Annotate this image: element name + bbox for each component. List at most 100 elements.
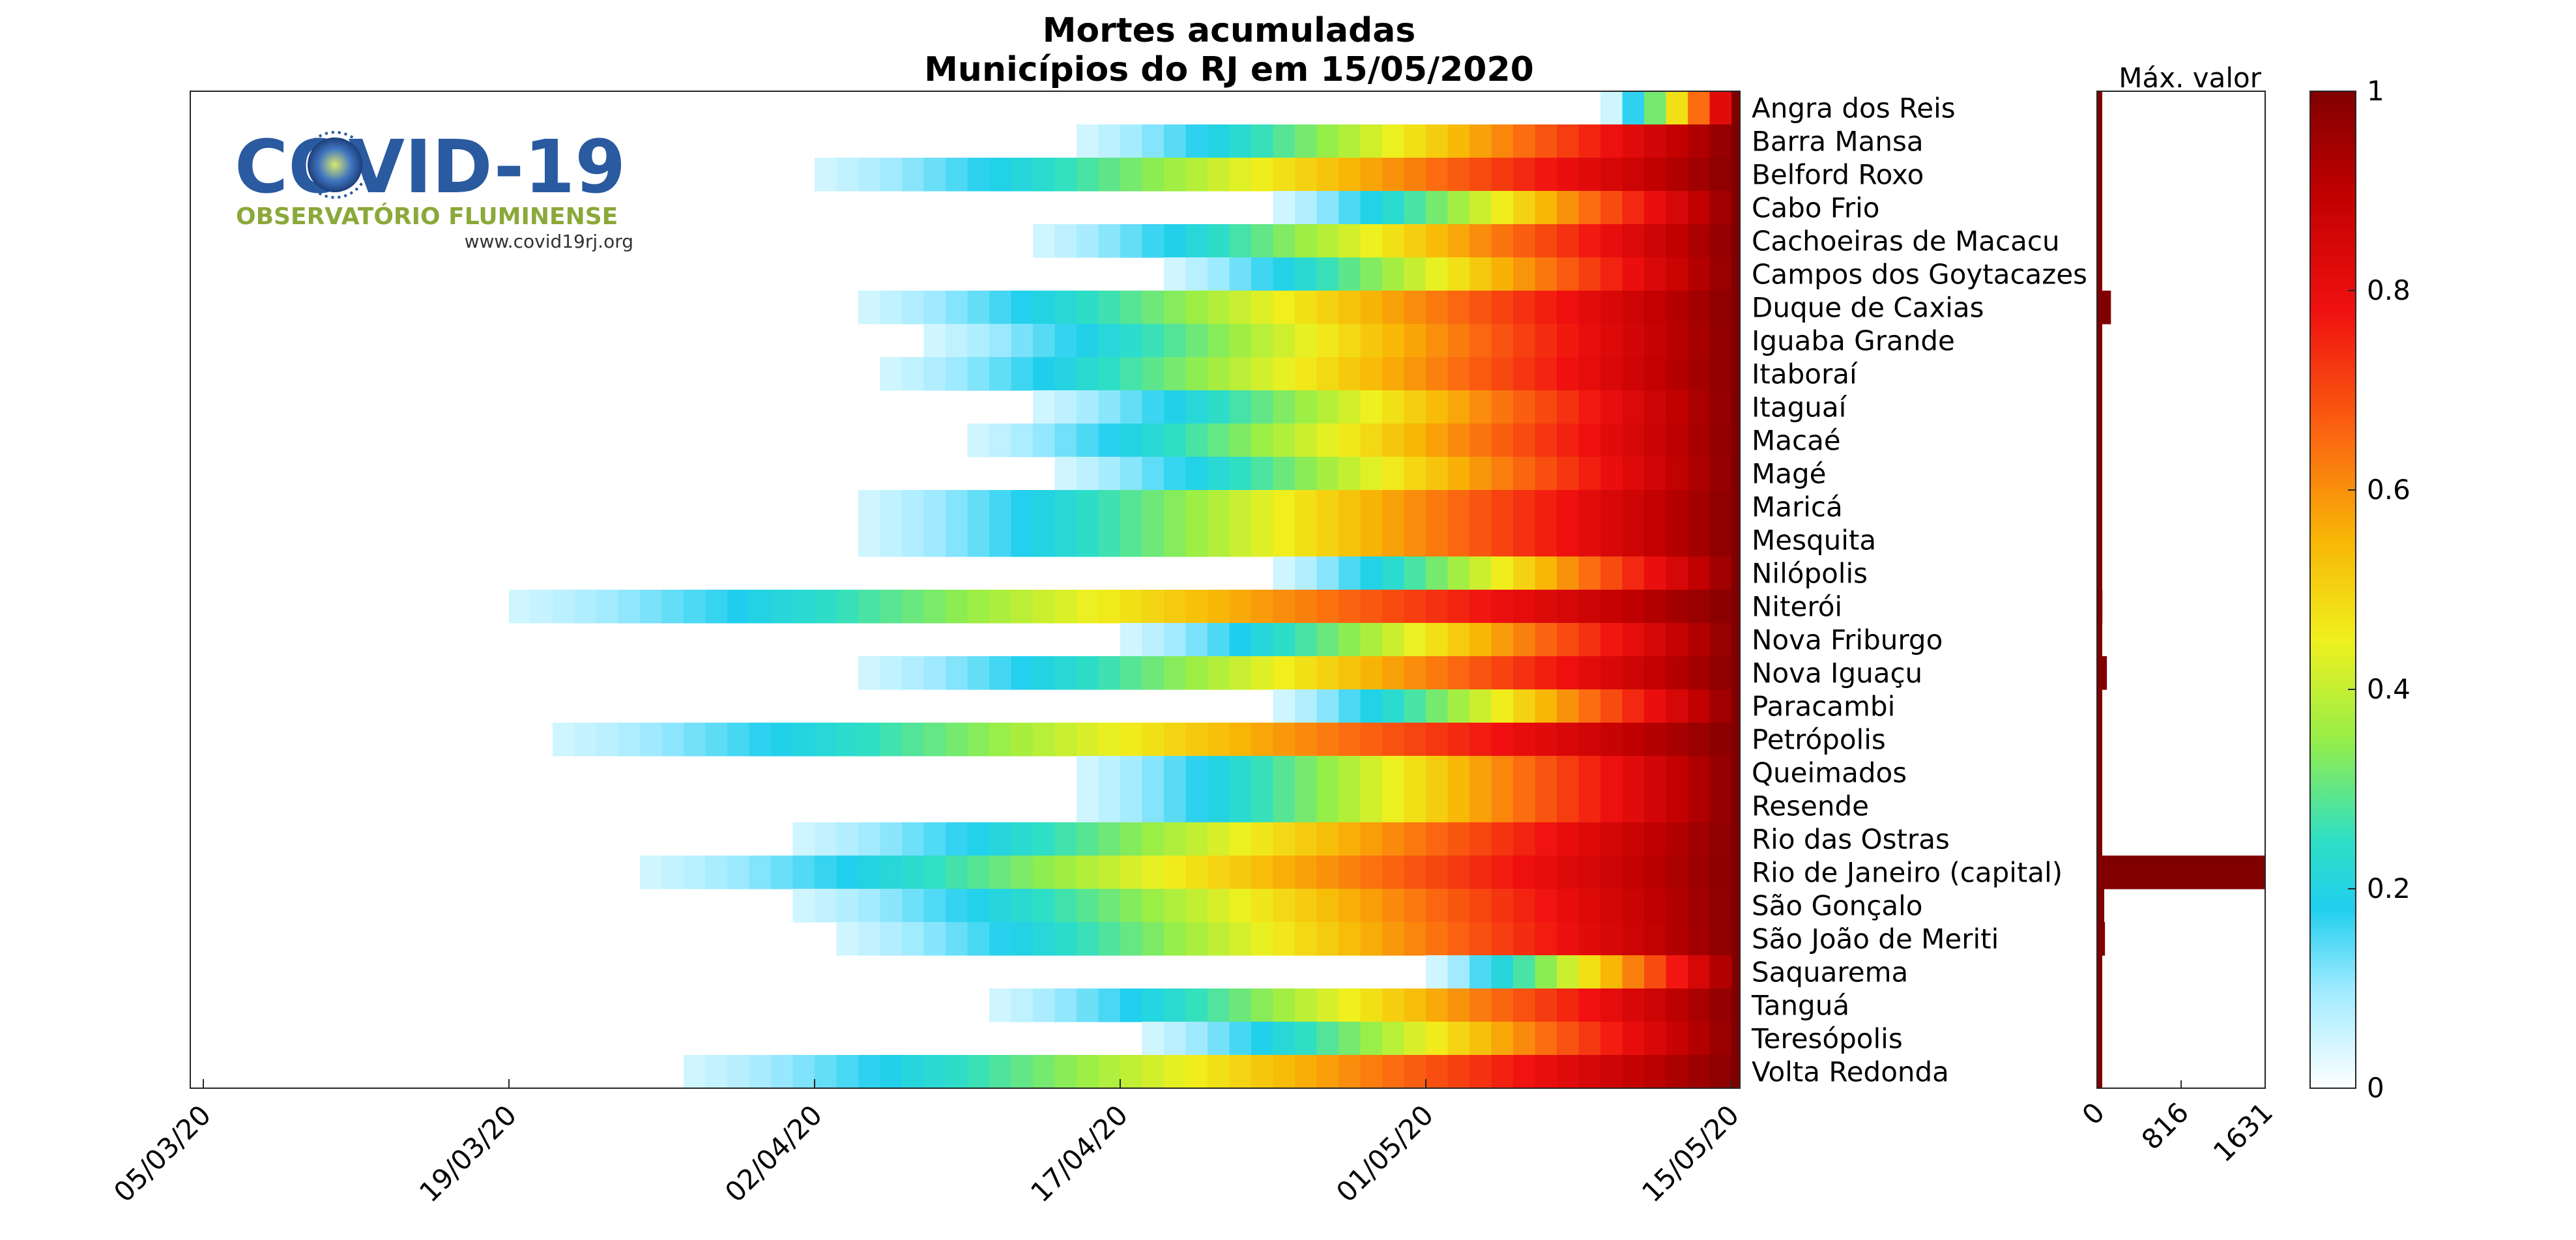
heatmap-cell xyxy=(989,357,1012,391)
heatmap-cell xyxy=(1404,623,1426,657)
heatmap-cell xyxy=(1404,291,1426,324)
heatmap-cell xyxy=(836,922,859,956)
heatmap-cell xyxy=(1688,556,1711,590)
municipality-label: Mesquita xyxy=(1752,525,1876,556)
heatmap-cell xyxy=(1535,324,1557,358)
heatmap-cell xyxy=(1077,656,1099,690)
colorbar: 0 0.2 0.4 0.6 0.8 1 xyxy=(2309,75,2410,1104)
heatmap-cell xyxy=(1469,656,1492,690)
heatmap-cell xyxy=(815,590,837,624)
heatmap-cell xyxy=(1513,390,1536,424)
heatmap-cell xyxy=(1251,623,1274,657)
heatmap-cell xyxy=(815,889,837,923)
heatmap-cell xyxy=(1666,91,1688,125)
heatmap-cell xyxy=(1644,191,1667,225)
municipality-label: Belford Roxo xyxy=(1752,159,1924,191)
heatmap-cell xyxy=(1557,789,1580,823)
heatmap-cell xyxy=(684,1055,706,1089)
heatmap-cell xyxy=(923,656,946,690)
heatmap-cell xyxy=(1578,257,1601,291)
heatmap-cell xyxy=(1054,291,1077,324)
heatmap-cell xyxy=(1513,191,1536,225)
heatmap-cell xyxy=(1273,158,1295,192)
heatmap-cell xyxy=(1709,191,1732,225)
heatmap-cell xyxy=(1098,357,1121,391)
municipality-label: Nova Friburgo xyxy=(1752,624,1943,656)
heatmap-cell xyxy=(1251,723,1274,757)
municipality-label: Cachoeiras de Macacu xyxy=(1752,225,2060,257)
heatmap-cell xyxy=(1709,457,1732,491)
heatmap-cell xyxy=(1229,490,1252,524)
heatmap-cell xyxy=(1731,224,1736,258)
heatmap-cell xyxy=(1622,324,1645,358)
heatmap-cell xyxy=(1513,789,1536,823)
heatmap-cell xyxy=(771,856,794,889)
heatmap-end-cell xyxy=(1736,158,1740,192)
heatmap-cell xyxy=(1644,822,1667,856)
heatmap-cell xyxy=(858,590,881,624)
heatmap-cell xyxy=(1077,124,1099,158)
heatmap-cell xyxy=(1600,756,1623,790)
heatmap-cell xyxy=(1578,955,1601,989)
heatmap-cell xyxy=(1426,390,1449,424)
heatmap-cell xyxy=(880,822,903,856)
max-value-bar xyxy=(2097,224,2102,258)
heatmap-cell xyxy=(1142,623,1165,657)
heatmap-cell xyxy=(1033,656,1056,690)
municipality-label: Tanguá xyxy=(1751,990,1849,1022)
heatmap-cell xyxy=(1513,291,1536,324)
heatmap-cell xyxy=(1208,656,1230,690)
municipality-label: Saquarema xyxy=(1752,957,1908,988)
chart-title: Mortes acumuladas xyxy=(1043,11,1416,50)
heatmap-cell xyxy=(1404,257,1426,291)
heatmap-cell xyxy=(1011,822,1034,856)
heatmap-cell xyxy=(1709,723,1732,757)
heatmap-cell xyxy=(1666,257,1688,291)
heatmap-cell xyxy=(1578,424,1601,457)
heatmap-cell xyxy=(880,723,903,757)
max-value-bar xyxy=(2097,457,2102,491)
heatmap-cell xyxy=(1142,1055,1165,1089)
heatmap-cell xyxy=(1316,324,1339,358)
heatmap-cell xyxy=(1491,590,1514,624)
heatmap-end-cell xyxy=(1736,224,1740,258)
heatmap-cell xyxy=(1731,357,1736,391)
heatmap-cell xyxy=(1316,490,1339,524)
heatmap-cell xyxy=(1098,324,1121,358)
heatmap-end-cell xyxy=(1736,556,1740,590)
heatmap-cell xyxy=(1185,390,1208,424)
heatmap-cell xyxy=(1731,1055,1736,1089)
heatmap-cell xyxy=(1120,988,1143,1022)
max-tick-label: 816 xyxy=(2135,1096,2195,1155)
heatmap-cell xyxy=(1404,424,1426,457)
heatmap-cell xyxy=(1295,1022,1318,1056)
heatmap-cell xyxy=(1295,922,1318,956)
heatmap-cell xyxy=(1077,291,1099,324)
heatmap-cell xyxy=(1360,1022,1383,1056)
heatmap-cell xyxy=(1339,756,1361,790)
heatmap-cell xyxy=(1185,1055,1208,1089)
heatmap-cell xyxy=(1339,689,1361,723)
heatmap-cell xyxy=(1011,291,1034,324)
heatmap-cell xyxy=(1426,523,1449,557)
heatmap-cell xyxy=(946,922,968,956)
heatmap-cell xyxy=(1622,158,1645,192)
heatmap-cell xyxy=(1426,556,1449,590)
heatmap-cell xyxy=(1666,490,1688,524)
heatmap-cell xyxy=(1229,988,1252,1022)
heatmap-cell xyxy=(1578,556,1601,590)
heatmap-cell xyxy=(1688,91,1711,125)
heatmap-cell xyxy=(1688,224,1711,258)
heatmap-cell xyxy=(1360,723,1383,757)
heatmap-cell xyxy=(1491,689,1514,723)
heatmap-cell xyxy=(1535,1022,1557,1056)
heatmap-cell xyxy=(1251,1055,1274,1089)
heatmap-cell xyxy=(1316,922,1339,956)
heatmap-cell xyxy=(1622,291,1645,324)
heatmap-cell xyxy=(880,656,903,690)
heatmap-cell xyxy=(815,856,837,889)
heatmap-cell xyxy=(1011,922,1034,956)
heatmap-cell xyxy=(1622,590,1645,624)
heatmap-cell xyxy=(1491,424,1514,457)
heatmap-cell xyxy=(1360,1055,1383,1089)
